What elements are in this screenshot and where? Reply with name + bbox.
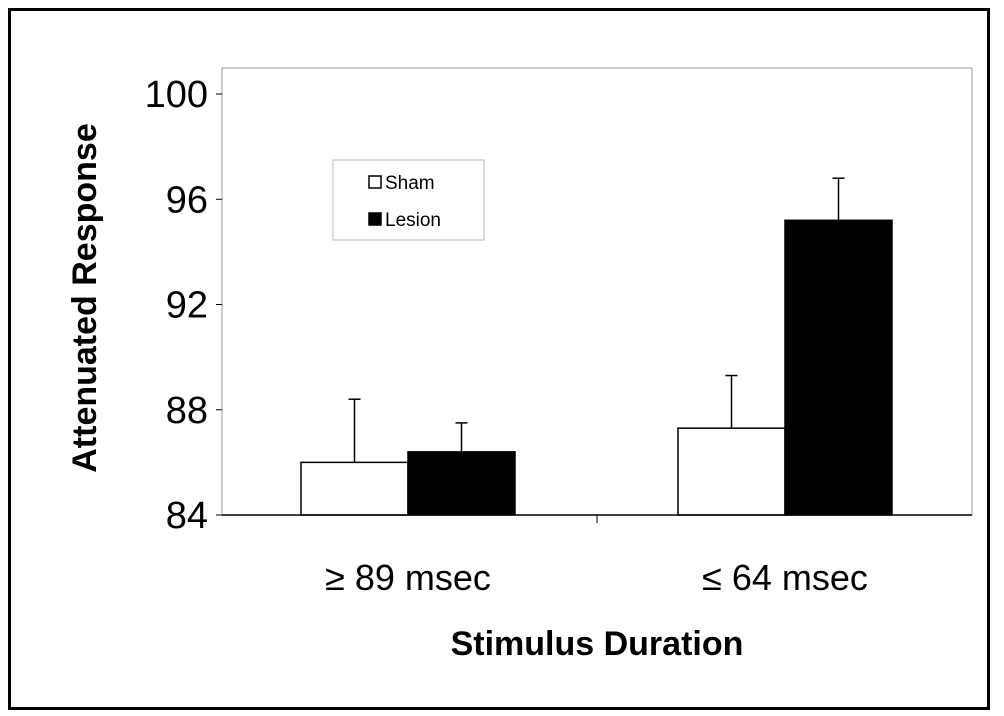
bar-sham-2 [677,427,786,516]
x-axis-title: Stimulus Duration [451,625,744,663]
legend-swatch-lesion [368,212,382,226]
category-labels: ≥ 89 msec ≤ 64 msec [325,515,868,598]
y-tick-label: 96 [166,179,208,221]
y-tick-label: 84 [166,495,208,537]
bar-lesion-1 [407,451,516,516]
error-bars [348,177,845,463]
y-axis-title: Attenuated Response [66,123,104,473]
bar-lesion-2 [784,219,893,516]
legend-swatch-sham [368,175,382,189]
legend-label-lesion: Lesion [385,210,441,231]
category-label: ≤ 64 msec [702,557,868,598]
legend-box [332,159,485,241]
legend-label-sham: Sham [385,173,435,194]
y-axis-ticks: 84 88 92 96 100 [145,74,222,537]
y-tick-label: 88 [166,390,208,432]
category-label: ≥ 89 msec [325,557,491,598]
bar-sham-1 [300,461,409,516]
bars [300,219,893,516]
legend: Sham Lesion [332,159,485,241]
chart-frame [8,8,990,710]
y-tick-label: 100 [145,74,208,116]
y-tick-label: 92 [166,285,208,327]
